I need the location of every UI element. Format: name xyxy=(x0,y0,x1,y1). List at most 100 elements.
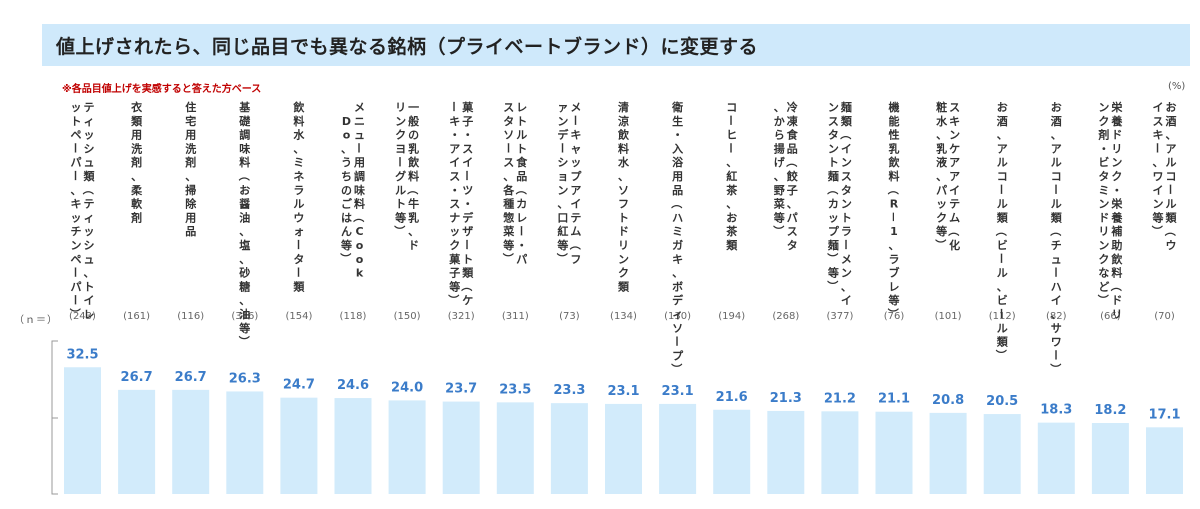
bar-value-label: 21.3 xyxy=(770,391,802,406)
svg-text:、: 、 xyxy=(239,225,250,238)
bar xyxy=(1091,423,1129,494)
svg-text:料: 料 xyxy=(239,155,250,169)
svg-text:プ: プ xyxy=(672,348,684,362)
svg-text:ン: ン xyxy=(841,198,852,211)
bar-value-label: 23.3 xyxy=(553,383,585,398)
svg-text:ト: ト xyxy=(462,253,473,266)
svg-text:惣: 惣 xyxy=(503,210,514,224)
svg-text:ス: ス xyxy=(841,170,852,183)
n-value-label: (118) xyxy=(340,311,367,322)
svg-text:・: ・ xyxy=(516,239,527,252)
svg-text:、: 、 xyxy=(293,142,304,155)
svg-text:ュ: ュ xyxy=(84,253,95,266)
svg-text:ミ: ミ xyxy=(293,156,304,169)
svg-text:、: 、 xyxy=(503,170,514,183)
svg-text:k: k xyxy=(356,267,364,280)
bar-value-label: 24.7 xyxy=(283,378,315,393)
svg-text:（: （ xyxy=(839,129,852,140)
bar-value-label: 21.1 xyxy=(878,392,910,407)
svg-text:ト: ト xyxy=(395,198,406,211)
svg-text:礎: 礎 xyxy=(238,114,251,128)
svg-text:チ: チ xyxy=(1051,239,1062,252)
bar xyxy=(659,403,697,494)
svg-text:）: ） xyxy=(1096,294,1109,305)
svg-text:シ: シ xyxy=(557,156,568,169)
svg-text:粧: 粧 xyxy=(936,100,947,114)
svg-text:お: お xyxy=(997,101,1008,114)
svg-text:）: ） xyxy=(826,253,839,264)
svg-text:ア: ア xyxy=(449,142,460,155)
svg-text:）: ） xyxy=(447,294,460,305)
svg-text:ザ: ザ xyxy=(462,225,473,238)
svg-text:、: 、 xyxy=(1051,129,1062,142)
svg-text:ー: ー xyxy=(291,267,304,278)
svg-text:、: 、 xyxy=(726,156,737,169)
bar xyxy=(496,402,534,494)
svg-text:キ: キ xyxy=(672,253,683,266)
svg-text:ボ: ボ xyxy=(672,279,683,293)
svg-text:麺: 麺 xyxy=(827,169,839,183)
svg-text:ヨ: ヨ xyxy=(395,142,406,155)
n-value-label: (70) xyxy=(1154,311,1175,322)
svg-text:イ: イ xyxy=(462,156,473,169)
svg-text:レ: レ xyxy=(889,280,900,293)
svg-text:ス: ス xyxy=(828,115,839,128)
svg-text:）: ） xyxy=(393,225,406,236)
svg-text:餃: 餃 xyxy=(786,169,799,183)
svg-text:ィ: ィ xyxy=(84,115,95,128)
svg-text:ア: ア xyxy=(997,142,1008,155)
svg-text:ー: ー xyxy=(69,294,82,305)
svg-text:（: （ xyxy=(352,211,365,222)
svg-text:子: 子 xyxy=(462,115,473,128)
svg-text:タ: タ xyxy=(503,115,514,128)
n-value-label: (268) xyxy=(772,311,799,322)
svg-text:調: 調 xyxy=(239,128,250,142)
svg-text:品: 品 xyxy=(185,225,196,238)
svg-text:ー: ー xyxy=(393,156,406,167)
svg-text:、: 、 xyxy=(84,267,95,280)
svg-text:ル: ル xyxy=(395,184,406,197)
svg-text:イ: イ xyxy=(1153,184,1164,197)
base-note: ※各品目値上げを実感すると答えた方ベース xyxy=(62,84,262,95)
svg-text:砂: 砂 xyxy=(239,266,250,280)
svg-text:菜: 菜 xyxy=(502,224,515,238)
svg-text:お: お xyxy=(726,211,737,224)
svg-text:（: （ xyxy=(460,280,473,291)
svg-text:補: 補 xyxy=(1110,224,1122,238)
n-value-label: (101) xyxy=(935,311,962,322)
svg-text:ト: ト xyxy=(71,115,82,128)
svg-text:ー: ー xyxy=(724,142,737,153)
svg-text:ド: ド xyxy=(1098,211,1109,224)
svg-text:ス: ス xyxy=(462,142,473,155)
svg-text:ー: ー xyxy=(995,308,1008,319)
svg-text:ン: ン xyxy=(841,267,852,280)
svg-text:ー: ー xyxy=(555,142,568,153)
svg-text:ー: ー xyxy=(1049,184,1062,195)
svg-text:ク: ク xyxy=(618,267,629,280)
svg-text:乳: 乳 xyxy=(408,141,419,155)
svg-text:・: ・ xyxy=(462,129,473,142)
svg-text:）: ） xyxy=(887,308,900,319)
svg-text:柔: 柔 xyxy=(130,184,143,197)
svg-text:D: D xyxy=(342,115,351,128)
svg-text:メ: メ xyxy=(841,253,852,266)
svg-text:イ: イ xyxy=(84,294,95,307)
bar xyxy=(334,398,372,494)
svg-text:パ: パ xyxy=(71,280,82,293)
svg-text:サ: サ xyxy=(1051,322,1062,335)
svg-text:ア: ア xyxy=(1166,142,1177,155)
bar xyxy=(226,391,264,494)
svg-text:ン: ン xyxy=(1153,198,1164,211)
svg-text:（: （ xyxy=(887,184,900,195)
bar xyxy=(605,403,642,494)
svg-text:凍: 凍 xyxy=(787,114,799,128)
svg-text:デ: デ xyxy=(672,293,684,307)
svg-text:類: 類 xyxy=(996,335,1009,349)
